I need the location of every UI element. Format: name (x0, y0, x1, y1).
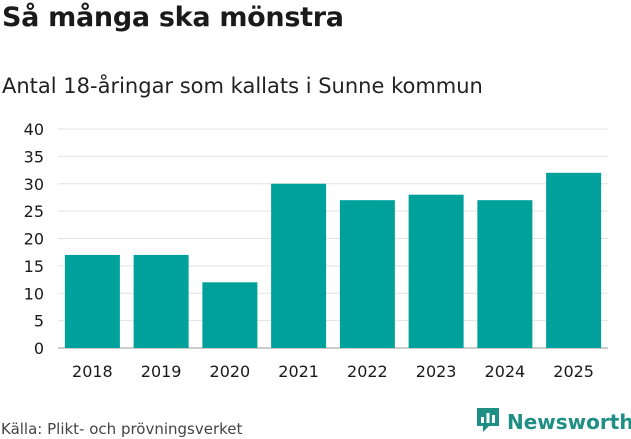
x-tick-label: 2019 (141, 362, 182, 381)
bar-2023[interactable] (408, 194, 464, 348)
x-tick-label: 2021 (278, 362, 319, 381)
y-axis-ticks: 0 5 10 15 20 25 30 35 40 (24, 120, 44, 358)
bar-2019[interactable] (133, 254, 189, 348)
x-tick-label: 2020 (210, 362, 251, 381)
x-tick-label: 2022 (347, 362, 388, 381)
y-tick-label: 40 (24, 120, 44, 139)
x-tick-label: 2024 (485, 362, 526, 381)
x-axis-ticks: 2018 2019 2020 2021 2022 2023 2024 2025 (72, 362, 594, 381)
newsworthy-logo-text: Newsworthy (507, 410, 631, 434)
y-tick-label: 35 (24, 147, 44, 166)
x-tick-label: 2023 (416, 362, 457, 381)
y-tick-label: 20 (24, 230, 44, 249)
y-tick-label: 15 (24, 257, 44, 276)
bar-2025[interactable] (546, 172, 602, 348)
newsworthy-logo[interactable]: Newsworthy (475, 406, 631, 438)
y-tick-label: 0 (34, 339, 44, 358)
y-tick-label: 25 (24, 202, 44, 221)
y-tick-label: 5 (34, 312, 44, 331)
bar-2020[interactable] (202, 282, 258, 348)
x-tick-label: 2018 (72, 362, 113, 381)
bars (64, 172, 602, 348)
chart-subtitle: Antal 18-åringar som kallats i Sunne kom… (2, 74, 483, 98)
bar-2024[interactable] (477, 200, 533, 348)
y-tick-label: 30 (24, 175, 44, 194)
bar-2022[interactable] (339, 200, 395, 348)
chart-title: Så många ska mönstra (2, 2, 344, 33)
y-tick-label: 10 (24, 284, 44, 303)
bar-2021[interactable] (271, 183, 327, 348)
bar-2018[interactable] (64, 254, 120, 348)
x-tick-label: 2025 (553, 362, 594, 381)
source-note: Källa: Plikt- och prövningsverket (1, 420, 243, 438)
newsworthy-logo-icon (475, 406, 501, 438)
